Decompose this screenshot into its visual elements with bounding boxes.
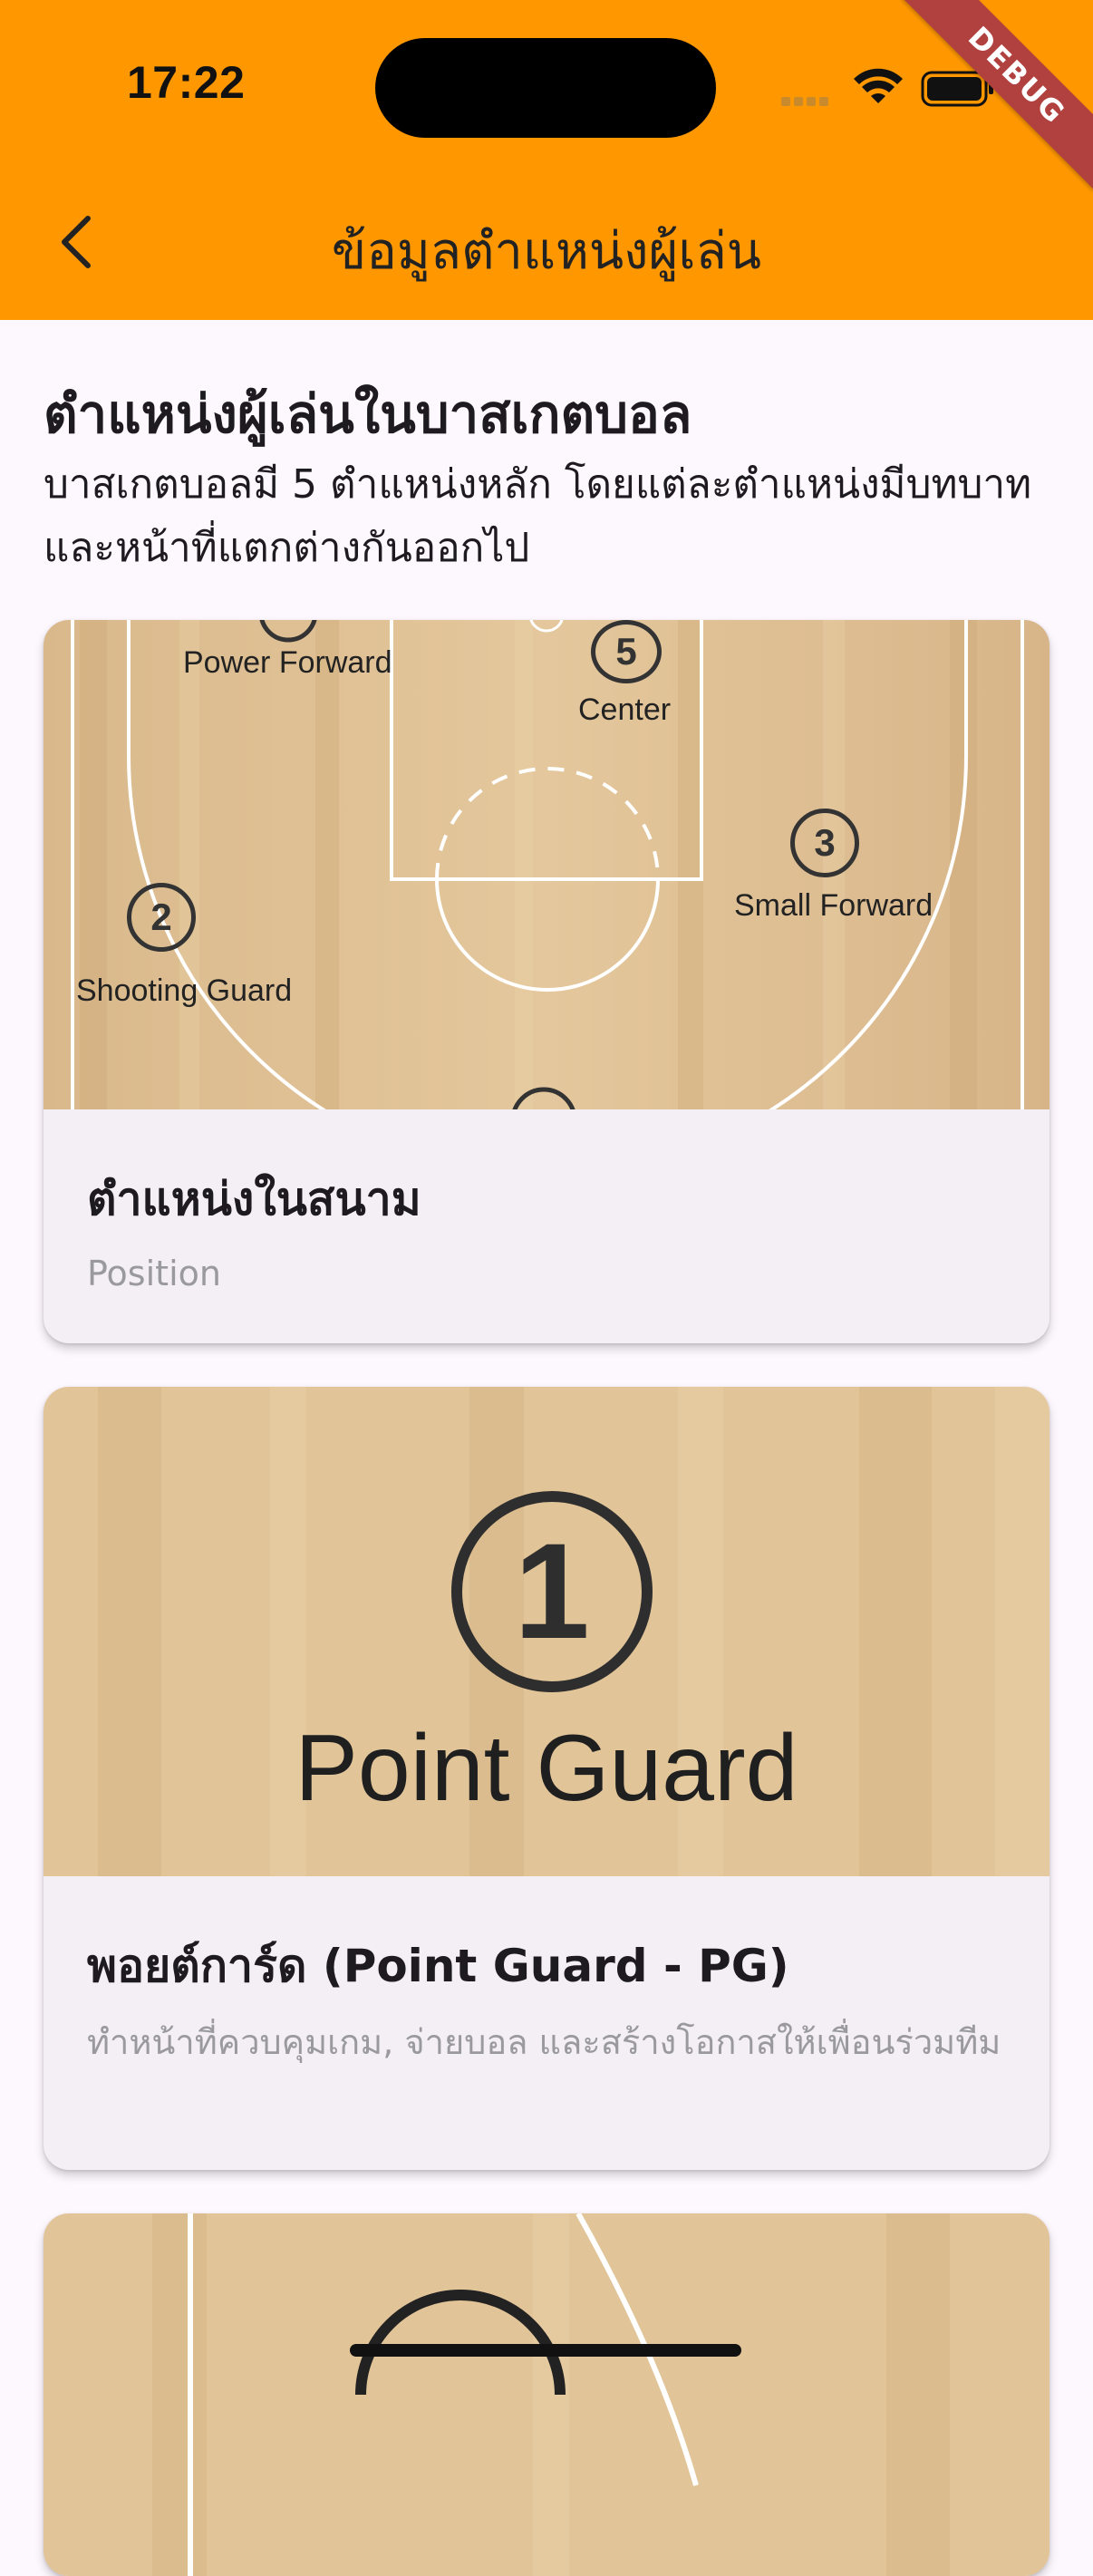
app-bar: 17:22 DEBUG ข้อมูลตำแหน่งผู้เล่น xyxy=(0,0,1093,320)
shooting-guard-card[interactable] xyxy=(44,2213,1049,2576)
page-title: ตำแหน่งผู้เล่นในบาสเกตบอล xyxy=(44,383,692,445)
card-title: ตำแหน่งในสนาม xyxy=(87,1173,421,1225)
battery-icon xyxy=(921,71,993,107)
app-bar-title: ข้อมูลตำแหน่งผู้เล่น xyxy=(331,222,762,281)
card-description: Position xyxy=(87,1254,221,1293)
shooting-guard-label: Shooting Guard xyxy=(76,973,293,1008)
home-indicator[interactable] xyxy=(350,2344,741,2357)
card-title: พอยต์การ์ด (Point Guard - PG) xyxy=(87,1940,789,1992)
point-guard-image-label: Point Guard xyxy=(295,1716,798,1821)
center-marker: 5 xyxy=(591,620,662,683)
cellular-signal-icon xyxy=(781,92,832,110)
shooting-guard-marker: 2 xyxy=(127,883,196,952)
power-forward-label: Power Forward xyxy=(183,645,392,680)
chevron-left-icon xyxy=(62,216,91,268)
card-description: ทำหน้าที่ควบคุมเกม, จ่ายบอล และสร้างโอกา… xyxy=(87,2022,1001,2062)
dynamic-island xyxy=(375,38,716,138)
page-subtitle: บาสเกตบอลมี 5 ตำแหน่งหลัก โดยแต่ละตำแหน่… xyxy=(44,461,1032,571)
point-guard-number-marker: 1 xyxy=(451,1491,653,1692)
shooting-guard-image xyxy=(44,2213,1049,2576)
court-diagram: 5 Center Power Forward 3 Small Forward 2… xyxy=(44,620,1049,1109)
center-label: Center xyxy=(578,692,672,727)
positions-card[interactable]: 5 Center Power Forward 3 Small Forward 2… xyxy=(44,620,1049,1343)
point-guard-image: 1 Point Guard xyxy=(44,1387,1049,1876)
small-forward-label: Small Forward xyxy=(734,888,933,923)
wifi-icon xyxy=(854,68,903,103)
back-button[interactable] xyxy=(44,201,107,283)
small-forward-marker: 3 xyxy=(790,809,859,877)
point-guard-card[interactable]: 1 Point Guard พอยต์การ์ด (Point Guard - … xyxy=(44,1387,1049,2170)
status-time: 17:22 xyxy=(127,57,246,108)
